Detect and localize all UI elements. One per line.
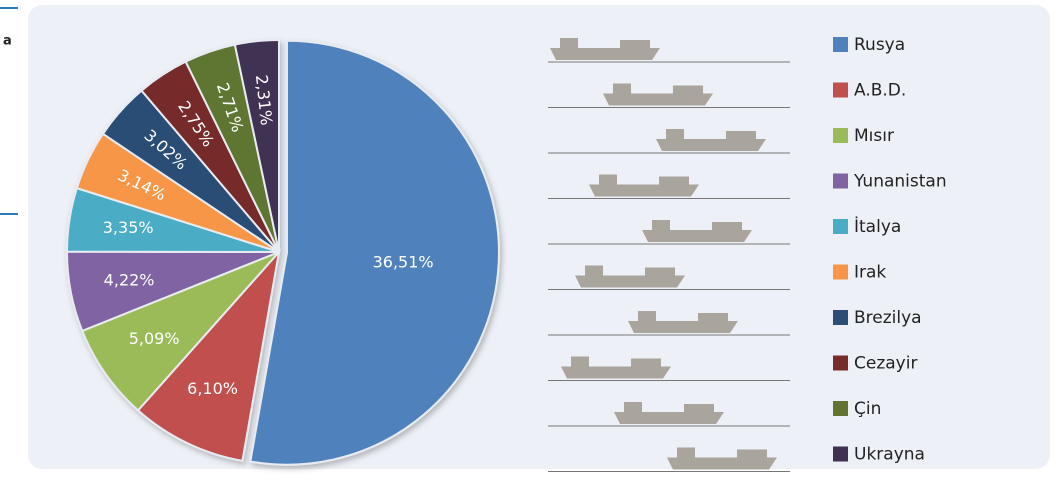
slice-label: 6,10%: [187, 379, 238, 398]
pie-slice: [80, 251, 280, 412]
slice-label: 36,51%: [373, 252, 434, 271]
legend-label: A.B.D.: [854, 81, 906, 101]
slice-label: 3,35%: [103, 218, 154, 237]
ship: [667, 447, 777, 470]
legend-swatch: [833, 82, 848, 98]
legend-label: İtalya: [854, 216, 901, 237]
legend-label: Çin: [854, 399, 881, 419]
legend-swatch: [833, 37, 848, 52]
legend-swatch: [833, 355, 848, 371]
pie-slice: [233, 38, 280, 253]
ship: [614, 402, 724, 424]
legend-label: Brezilya: [854, 308, 922, 328]
ship: [589, 174, 699, 197]
legend-swatch: [833, 310, 848, 325]
side-text: a: [3, 34, 12, 49]
slice-label: 5,09%: [129, 329, 180, 348]
pie-slice: [136, 248, 281, 462]
slice-label: 4,22%: [104, 270, 155, 289]
legend-swatch: [833, 401, 848, 416]
ships: [548, 38, 790, 472]
legend-swatch: [833, 446, 848, 462]
pie-slice: [249, 39, 500, 466]
legend-label: Irak: [854, 263, 886, 283]
pie: [65, 38, 500, 466]
ship: [656, 129, 766, 151]
ship: [603, 83, 713, 106]
legend-label: Ukrayna: [854, 445, 925, 465]
legend-label: Cezayir: [854, 354, 917, 374]
legend-label: Yunanistan: [853, 172, 947, 192]
legend: Rusya A.B.D. Mısır Yunanistan İtalya Irak Brez…: [833, 35, 947, 465]
ship: [628, 311, 738, 333]
ship: [575, 265, 685, 288]
legend-swatch: [833, 128, 848, 143]
legend-swatch: [833, 219, 848, 234]
legend-label: Mısır: [854, 126, 894, 146]
ship: [642, 220, 752, 242]
ship: [561, 356, 671, 379]
legend-swatch: [833, 264, 848, 280]
legend-label: Rusya: [854, 35, 905, 55]
ship: [550, 38, 660, 60]
legend-swatch: [833, 173, 848, 189]
